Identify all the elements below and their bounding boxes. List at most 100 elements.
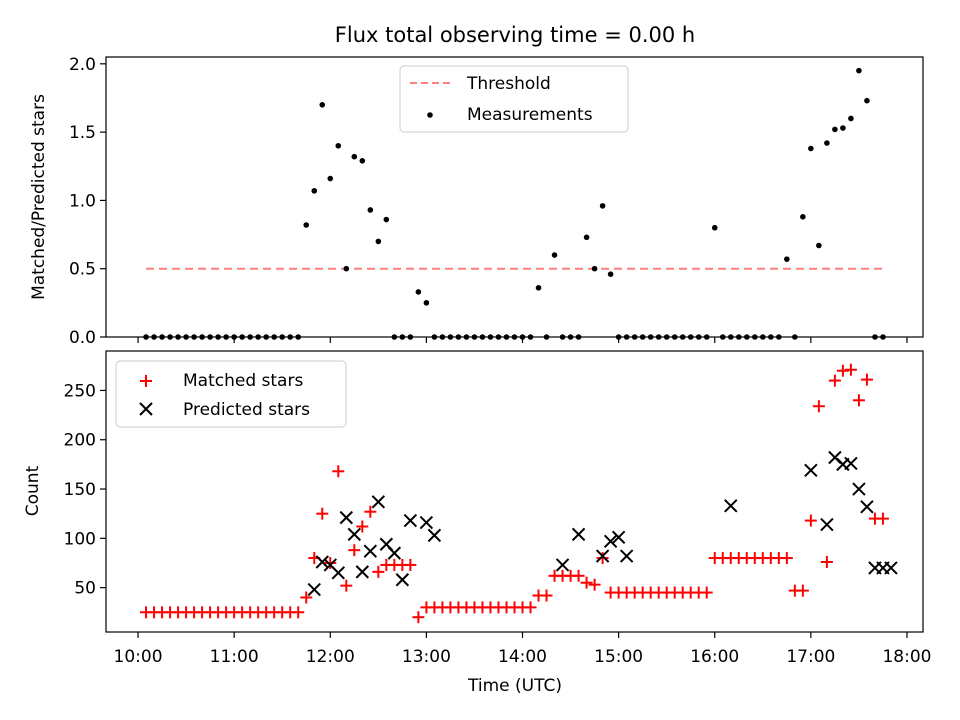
measurement-point <box>527 334 534 340</box>
top-axes: 0.0 0.5 1.0 1.5 2.0 <box>69 55 924 348</box>
measurement-point <box>415 289 422 295</box>
predicted-star-marker <box>363 544 378 558</box>
measurement-point <box>407 334 414 340</box>
matched-star-marker <box>300 591 313 604</box>
measurement-point <box>703 334 710 340</box>
matched-star-marker <box>828 374 841 387</box>
measurement-point <box>792 334 798 340</box>
measurement-point <box>711 224 718 231</box>
measurement-point <box>151 334 157 340</box>
predicted-star-stroke <box>820 517 834 532</box>
predicted-star-marker <box>555 558 570 572</box>
measurement-point <box>471 334 478 340</box>
measurement-point <box>231 334 237 340</box>
predicted-star-stroke <box>379 537 394 551</box>
bottom-xtick-label: 12:00 <box>306 647 355 667</box>
predicted-star-marker <box>387 546 402 560</box>
measurement-point <box>447 334 454 340</box>
matched-star-marker <box>780 552 793 565</box>
predicted-star-stroke <box>371 495 386 509</box>
measurement-point <box>864 97 870 104</box>
matched-star-marker <box>820 555 833 568</box>
matched-star-marker <box>356 520 369 533</box>
measurement-point <box>247 334 253 340</box>
measurement-point <box>175 334 181 340</box>
measurement-point <box>223 334 229 340</box>
bottom-ytick-label: 200 <box>64 431 96 451</box>
measurement-point <box>559 334 566 340</box>
top-ytick-label: 0.5 <box>69 260 96 280</box>
predicted-star-stroke <box>555 558 570 572</box>
predicted-star-stroke <box>387 546 402 560</box>
predicted-star-marker <box>611 530 626 545</box>
measurement-point <box>479 334 486 340</box>
matched-star-marker <box>372 565 385 578</box>
chart-title: Flux total observing time = 0.00 h <box>335 23 695 47</box>
matched-star-marker <box>844 363 857 376</box>
x-axis-label: Time (UTC) <box>467 676 562 696</box>
predicted-star-marker <box>395 573 410 587</box>
predicted-star-marker <box>603 534 618 548</box>
legend-matched-label: Matched stars <box>183 371 303 391</box>
measurement-point <box>655 334 662 340</box>
matched-star-marker <box>364 505 377 518</box>
measurement-point <box>776 334 782 340</box>
measurement-point <box>295 334 302 340</box>
predicted-star-marker <box>419 515 434 530</box>
measurement-point <box>263 334 269 340</box>
measurement-point <box>543 334 550 340</box>
measurement-point <box>167 334 173 340</box>
predicted-star-stroke <box>363 544 378 558</box>
predicted-star-stroke <box>323 558 337 572</box>
top-ytick-label: 1.0 <box>69 191 96 211</box>
predicted-star-stroke <box>828 450 842 465</box>
measurement-point <box>143 334 149 340</box>
matched-star-marker <box>588 578 601 591</box>
top-ytick-label: 0.0 <box>69 328 96 348</box>
measurement-point <box>784 256 790 262</box>
matched-star-marker <box>812 400 825 413</box>
measurement-point <box>727 334 734 340</box>
measurement-point <box>215 334 221 340</box>
measurement-point <box>519 334 526 340</box>
predicted-star-stroke <box>355 565 370 579</box>
measurement-point <box>279 334 286 340</box>
predicted-star-marker <box>844 456 858 471</box>
top-y-axis-label: Matched/Predicted stars <box>29 94 49 300</box>
matched-star-marker <box>876 512 889 525</box>
measurement-point <box>439 334 446 340</box>
predicted-star-stroke <box>595 549 610 563</box>
predicted-star-marker <box>307 582 321 597</box>
measurement-point <box>583 234 590 241</box>
predicted-star-stroke <box>571 527 586 542</box>
measurement-point <box>591 265 598 272</box>
predicted-star-stroke <box>884 561 898 575</box>
predicted-star-marker <box>884 561 898 575</box>
measurement-point <box>856 67 862 74</box>
predicted-star-marker <box>371 495 386 509</box>
predicted-star-marker <box>595 549 610 563</box>
bottom-legend: Matched stars Predicted stars <box>115 360 347 428</box>
matched-star-marker <box>596 552 609 565</box>
measurement-point <box>383 216 390 223</box>
measurement-point <box>615 334 622 340</box>
bottom-xtick-label: 17:00 <box>786 647 835 667</box>
legend-predicted-swatch <box>139 402 153 416</box>
predicted-star-stroke <box>347 527 362 542</box>
bottom-ytick-label: 150 <box>64 480 96 500</box>
matched-star-marker <box>316 507 329 520</box>
measurement-point <box>631 334 638 340</box>
matched-star-marker <box>860 373 873 386</box>
predicted-star-marker <box>331 566 345 580</box>
predicted-star-marker <box>315 555 329 569</box>
measurement-point <box>487 334 494 340</box>
predicted-star-marker <box>852 482 866 496</box>
measurement-point <box>800 214 806 220</box>
matched-star-marker <box>332 465 345 478</box>
bottom-xtick-label: 18:00 <box>882 647 931 667</box>
bottom-y-axis-label: Count <box>23 465 43 516</box>
bottom-xtick-label: 13:00 <box>402 647 451 667</box>
bottom-frame <box>105 350 924 633</box>
measurement-point <box>399 334 406 340</box>
measurement-point <box>463 334 470 340</box>
